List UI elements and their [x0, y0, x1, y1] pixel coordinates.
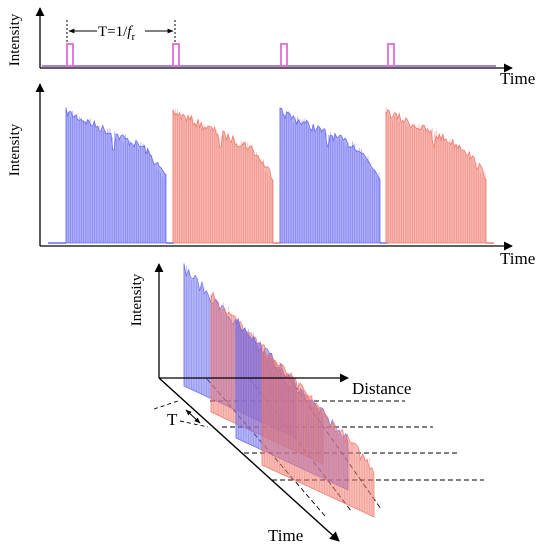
pulse-3: [280, 43, 288, 67]
3d-time-label: Time: [268, 526, 303, 545]
pulse-1: [66, 43, 74, 67]
top-y-label: Intensity: [7, 13, 23, 66]
waterfall-fill: [261, 344, 375, 518]
bottom-3d-panel: Intensity Distance Time T: [129, 263, 484, 545]
trace-4: [385, 107, 494, 244]
mid-y-label: Intensity: [7, 123, 23, 176]
trace-2: [172, 109, 281, 244]
period-t-tick-1: [153, 400, 179, 410]
mid-x-label: Time: [500, 249, 535, 268]
period-t-tick-2: [179, 420, 209, 428]
top-panel: T=1/fr Intensity Time: [7, 7, 535, 88]
3d-time-axis: [158, 377, 340, 542]
waterfall-traces: [183, 263, 375, 518]
top-x-label: Time: [500, 69, 535, 88]
period-t-arrow: [185, 409, 201, 424]
trace-3: [279, 107, 388, 244]
3d-distance-label: Distance: [352, 379, 411, 398]
pulse-2: [172, 43, 180, 67]
trace-1: [65, 107, 174, 244]
3d-y-label: Intensity: [129, 273, 145, 326]
trace-group: [48, 107, 494, 244]
pulse-group: [66, 43, 395, 67]
period-label: T=1/fr: [98, 24, 135, 43]
pulse-4: [387, 43, 395, 67]
waterfall-trace-4: [261, 344, 375, 518]
3d-period-label: T: [167, 410, 178, 429]
middle-panel: Intensity Time: [7, 83, 535, 268]
